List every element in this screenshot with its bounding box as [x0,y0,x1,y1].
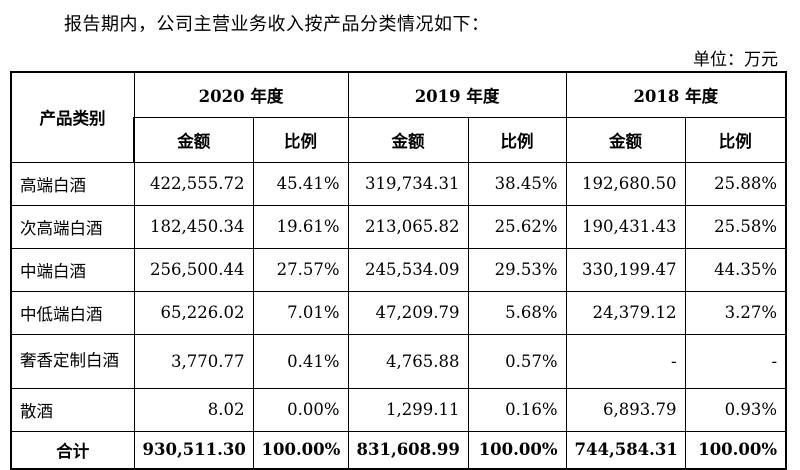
year-header-2019: 2019 年度 [347,71,567,118]
amount-2018-cell: 192,680.50 [565,161,686,206]
ratio-2020-cell: 7.01% [252,290,349,335]
table-row: 中端白酒 256,500.44 27.57% 245,534.09 29.53% 330,… [10,247,788,292]
table-row: 奢香定制白酒 3,770.77 0.41% 4,765.88 0.57% - - [10,333,788,389]
amount-header-2019: 金额 [347,116,469,163]
unit-label: 单位：万元 [693,50,778,70]
ratio-2018-cell: 44.35% [684,247,788,292]
ratio-2020-cell: 27.57% [252,247,349,292]
ratio-2019-cell: 0.16% [467,387,567,432]
amount-2019-cell: 319,734.31 [347,161,469,206]
amount-2019-cell: 245,534.09 [347,247,469,292]
amount-header-2020: 金额 [133,116,254,163]
total-ratio-2018-cell: 100.00% [684,430,788,470]
amount-2018-cell: 190,431.43 [565,204,686,249]
ratio-header-2018: 比例 [684,116,788,163]
amount-header-2018: 金额 [565,116,686,163]
table-row: 中低端白酒 65,226.02 7.01% 47,209.79 5.68% 24,379.… [10,290,788,335]
ratio-2018-cell: 0.93% [684,387,788,432]
ratio-2018-cell: - [684,333,788,389]
total-amount-2020-cell: 930,511.30 [133,430,254,470]
amount-2020-cell: 65,226.02 [133,290,254,335]
ratio-2019-cell: 29.53% [467,247,567,292]
intro-text: 报告期内，公司主营业务收入按产品分类情况如下： [64,14,490,35]
amount-2018-cell: 24,379.12 [565,290,686,335]
header-row-sub: 金额 比例 金额 比例 金额 比例 [11,116,788,163]
revenue-by-product-table: 产品类别 2020 年度 2019 年度 2018 年度 金额 比例 金额 比例… [10,71,788,470]
year-header-2018: 2018 年度 [565,71,788,118]
total-amount-2018-cell: 744,584.31 [565,430,686,470]
ratio-2020-cell: 0.41% [252,333,349,389]
total-ratio-2019-cell: 100.00% [467,430,567,470]
header-row-years: 产品类别 2020 年度 2019 年度 2018 年度 [10,71,788,163]
amount-2020-cell: 422,555.72 [133,161,254,206]
table-row: 高端白酒 422,555.72 45.41% 319,734.31 38.45% 192,… [10,161,788,206]
total-label: 合计 [10,430,135,470]
amount-2019-cell: 4,765.88 [347,333,469,389]
total-ratio-2020-cell: 100.00% [252,430,349,470]
category-cell: 散酒 [10,387,135,432]
ratio-2019-cell: 38.45% [467,161,567,206]
amount-2019-cell: 213,065.82 [347,204,469,249]
ratio-header-2019: 比例 [467,116,567,163]
category-cell: 高端白酒 [10,161,135,206]
ratio-2020-cell: 0.00% [252,387,349,432]
ratio-2020-cell: 45.41% [252,161,349,206]
amount-2020-cell: 8.02 [133,387,254,432]
category-header: 产品类别 [10,71,135,163]
amount-2020-cell: 256,500.44 [133,247,254,292]
ratio-header-2020: 比例 [252,116,349,163]
table-row: 次高端白酒 182,450.34 19.61% 213,065.82 25.62% 190… [10,204,788,249]
year-header-2020: 2020 年度 [133,71,349,118]
ratio-2018-cell: 3.27% [684,290,788,335]
amount-2020-cell: 182,450.34 [133,204,254,249]
amount-2018-cell: 330,199.47 [565,247,686,292]
amount-2018-cell: - [565,333,686,389]
ratio-2018-cell: 25.58% [684,204,788,249]
ratio-2019-cell: 5.68% [467,290,567,335]
ratio-2018-cell: 25.88% [684,161,788,206]
amount-2019-cell: 47,209.79 [347,290,469,335]
ratio-2019-cell: 0.57% [467,333,567,389]
amount-2020-cell: 3,770.77 [133,333,254,389]
category-cell: 中端白酒 [10,247,135,292]
table-row: 散酒 8.02 0.00% 1,299.11 0.16% 6,893.79 0.93% [10,387,788,432]
ratio-2020-cell: 19.61% [252,204,349,249]
category-cell: 中低端白酒 [10,290,135,335]
amount-2019-cell: 1,299.11 [347,387,469,432]
table-body: 高端白酒 422,555.72 45.41% 319,734.31 38.45% 192,… [10,161,788,470]
category-cell: 奢香定制白酒 [10,333,135,389]
ratio-2019-cell: 25.62% [467,204,567,249]
total-row: 合计 930,511.30 100.00% 831,608.99 100.00% 744,… [10,430,788,470]
total-amount-2019-cell: 831,608.99 [347,430,469,470]
category-cell: 次高端白酒 [10,204,135,249]
amount-2018-cell: 6,893.79 [565,387,686,432]
